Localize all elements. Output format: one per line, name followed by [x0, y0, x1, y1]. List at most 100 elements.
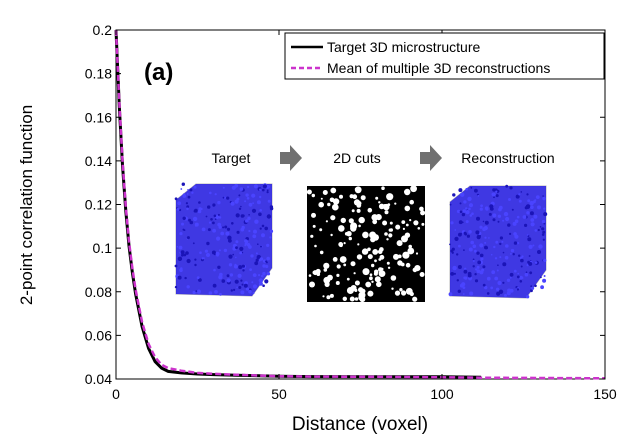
particle	[228, 263, 233, 267]
cut-particle	[402, 227, 405, 230]
particle	[526, 234, 529, 236]
particle	[497, 280, 502, 286]
cut-particle	[407, 247, 415, 255]
cut-particle	[367, 207, 373, 213]
particle	[499, 256, 502, 259]
particle	[241, 283, 244, 286]
particle	[464, 276, 468, 280]
y-tick-label: 0.08	[85, 284, 112, 300]
x-tick-label: 100	[430, 386, 454, 402]
particle	[530, 205, 534, 209]
particle	[528, 255, 531, 257]
particle	[223, 196, 226, 199]
particle	[261, 224, 265, 228]
particle	[450, 221, 454, 225]
cut-particle	[354, 186, 362, 194]
particle	[192, 216, 198, 222]
particle	[240, 279, 243, 282]
cut-particle	[389, 221, 393, 225]
particle	[521, 255, 524, 258]
particle	[526, 193, 529, 196]
particle	[226, 227, 231, 231]
particle	[254, 261, 259, 266]
particle	[251, 193, 256, 198]
particle	[266, 272, 271, 276]
particle	[262, 284, 265, 288]
cut-particle	[306, 189, 312, 195]
cut-particle	[405, 223, 409, 227]
particle	[205, 215, 208, 218]
particle	[518, 193, 521, 196]
cut-particle	[351, 209, 355, 213]
particle	[453, 272, 456, 275]
particle	[199, 251, 202, 254]
particle	[231, 222, 234, 225]
particle	[228, 254, 233, 259]
particle	[510, 248, 515, 253]
particle	[527, 199, 531, 203]
particle	[460, 192, 465, 197]
particle	[541, 219, 546, 224]
cut-particle	[332, 198, 340, 205]
particle	[235, 246, 238, 250]
particle	[185, 251, 189, 255]
particle	[472, 258, 475, 261]
cut-particle	[325, 220, 328, 223]
particle	[266, 214, 272, 219]
y-tick-label: 0.2	[93, 22, 113, 38]
arrow-right-icon	[420, 145, 442, 171]
particle	[201, 227, 206, 232]
particle	[540, 285, 544, 290]
particle	[222, 196, 225, 199]
particle	[530, 289, 533, 293]
particle	[530, 222, 535, 227]
particle	[241, 264, 245, 268]
particle	[463, 249, 465, 252]
y-tick-label: 0.16	[85, 109, 112, 125]
particle	[476, 216, 480, 221]
cut-particle	[389, 228, 393, 232]
cut-particle	[384, 232, 388, 236]
cut-particle	[329, 197, 335, 203]
cut-particle	[319, 228, 323, 232]
particle	[252, 273, 257, 277]
cut-particle	[343, 242, 346, 245]
particle	[506, 278, 511, 282]
cut-particle	[394, 202, 397, 205]
y-tick-label: 0.04	[85, 371, 112, 387]
particle	[216, 236, 221, 241]
particle	[480, 204, 483, 208]
particle	[186, 258, 191, 264]
particle	[266, 256, 271, 261]
cut-particle	[354, 297, 359, 301]
cut-particle	[350, 261, 356, 267]
particle	[527, 213, 530, 215]
particle	[459, 283, 464, 288]
particle	[221, 279, 226, 283]
particle	[530, 218, 535, 222]
particle	[511, 208, 514, 211]
particle	[244, 239, 248, 243]
particle	[196, 276, 200, 280]
particle	[247, 216, 251, 221]
particle	[480, 257, 484, 261]
particle	[255, 252, 258, 255]
cut-particle	[391, 287, 394, 290]
cut-particle	[357, 201, 362, 206]
particle	[525, 204, 530, 209]
particle	[530, 285, 533, 288]
particle	[521, 277, 524, 279]
particle	[542, 196, 546, 201]
particle	[186, 207, 189, 211]
cut-particle	[326, 295, 331, 300]
particle	[207, 228, 211, 232]
cut-particle	[402, 251, 410, 259]
y-axis-label: 2-point correlation function	[17, 105, 36, 305]
cut-particle	[323, 262, 330, 269]
particle	[469, 291, 474, 296]
particle	[248, 229, 251, 233]
particle	[209, 191, 212, 195]
particle	[222, 226, 225, 229]
cut-particle	[356, 208, 361, 213]
cut-particle	[319, 250, 324, 255]
